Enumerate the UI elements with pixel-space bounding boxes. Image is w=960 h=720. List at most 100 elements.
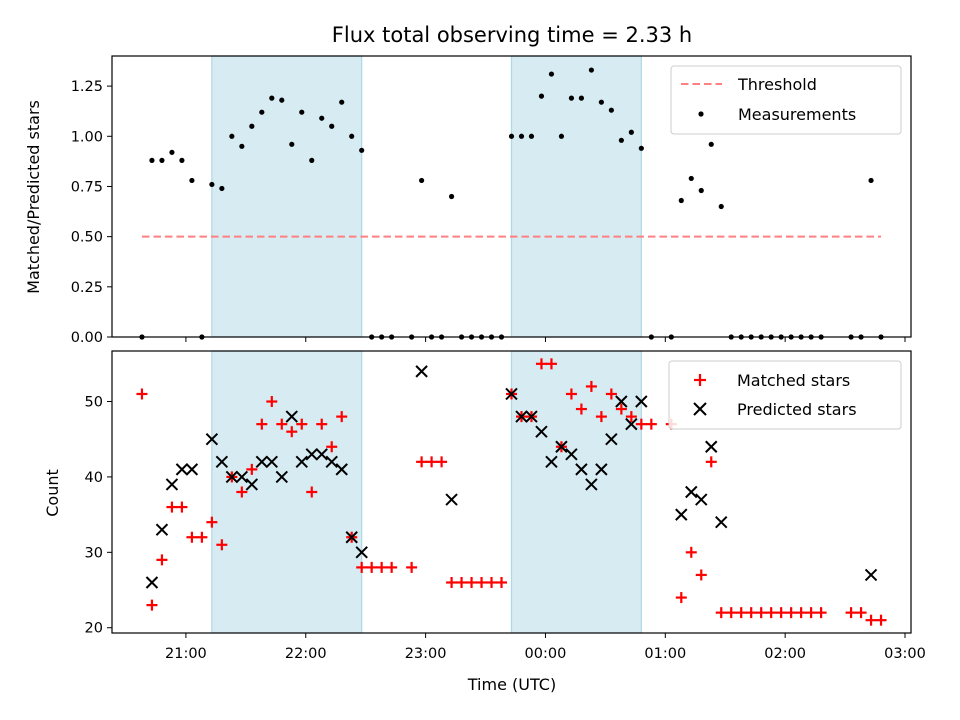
predicted-star-point xyxy=(185,463,199,476)
predicted-star-point xyxy=(864,568,878,582)
measurement-point xyxy=(319,115,325,121)
matched-star-point xyxy=(735,607,747,619)
measurement-point xyxy=(259,109,265,115)
matched-star-point xyxy=(406,561,418,573)
bottom-shaded-intervals xyxy=(211,350,642,634)
measurement-point xyxy=(219,185,225,192)
matched-star-point xyxy=(176,501,188,513)
matched-star-point xyxy=(545,358,557,370)
measurement-point xyxy=(558,133,565,139)
matched-star-point xyxy=(446,576,458,588)
predicted-star-marker-b xyxy=(295,455,308,469)
top-y-ticks: 0.00 0.25 0.50 0.75 1.00 1.25 xyxy=(71,79,112,346)
measurement-point xyxy=(718,203,724,210)
matched-star-point xyxy=(236,486,248,498)
matched-star-point xyxy=(216,539,228,551)
matched-star-point xyxy=(535,358,547,370)
measurement-point xyxy=(708,141,714,147)
matched-star-point xyxy=(196,531,208,543)
bottom-axes-frame xyxy=(111,350,912,634)
predicted-star-marker-b xyxy=(864,568,878,582)
predicted-star-marker-b xyxy=(515,410,528,423)
measurement-point xyxy=(239,143,245,149)
predicted-star-marker-b xyxy=(615,395,628,408)
predicted-star-marker-b xyxy=(145,576,159,589)
bottom-shaded-band xyxy=(211,350,363,634)
predicted-star-marker-b xyxy=(155,523,169,536)
predicted-star-marker-b xyxy=(535,425,548,438)
top-y-tick-label: 0.50 xyxy=(71,230,103,246)
predicted-star-point xyxy=(345,531,358,544)
legend-threshold-label: Threshold xyxy=(737,75,817,94)
top-y-tick-label: 0.75 xyxy=(71,179,103,195)
predicted-star-point xyxy=(505,387,518,401)
predicted-star-point xyxy=(555,440,568,453)
predicted-star-point xyxy=(715,515,728,529)
predicted-star-point xyxy=(605,433,618,446)
measurement-point xyxy=(618,137,624,143)
predicted-star-point xyxy=(415,365,428,378)
predicted-star-point xyxy=(675,508,688,521)
matched-star-point xyxy=(326,441,338,453)
matched-star-point xyxy=(356,561,368,573)
matched-star-point xyxy=(625,411,637,423)
matched-star-point xyxy=(765,607,777,619)
matched-star-point xyxy=(785,607,797,619)
legend-measurements-label: Measurements xyxy=(738,105,856,124)
predicted-star-point xyxy=(695,493,708,506)
matched-star-point xyxy=(186,531,198,543)
predicted-star-marker-b xyxy=(205,433,219,446)
measurement-point xyxy=(419,177,425,184)
matched-star-point xyxy=(605,388,617,400)
measurement-point xyxy=(209,181,215,188)
measurement-point xyxy=(269,95,275,101)
top-legend: Threshold Measurements xyxy=(670,65,902,135)
matched-star-point xyxy=(366,561,378,573)
top-y-tick-label: 1.00 xyxy=(71,129,103,145)
top-shaded-band xyxy=(510,55,642,338)
predicted-star-marker-b xyxy=(175,463,189,476)
predicted-star-marker-b xyxy=(505,387,518,401)
measurement-point xyxy=(598,99,604,105)
measurement-point xyxy=(508,133,515,139)
predicted-star-point xyxy=(245,478,259,491)
predicted-star-marker-b xyxy=(525,410,538,423)
predicted-star-point xyxy=(545,455,558,469)
predicted-star-marker-b xyxy=(575,463,588,476)
top-y-tick-label: 0.25 xyxy=(71,280,103,296)
predicted-star-point xyxy=(565,448,578,461)
predicted-star-point xyxy=(305,448,318,461)
measurement-point xyxy=(279,97,285,103)
matched-star-point xyxy=(745,607,757,619)
measurement-point xyxy=(329,123,335,129)
predicted-star-marker-b xyxy=(335,463,348,476)
matched-star-point xyxy=(386,561,398,573)
matched-star-point xyxy=(695,569,707,581)
measurement-point xyxy=(578,95,585,101)
matched-star-point xyxy=(276,418,288,430)
matched-star-point xyxy=(166,501,178,513)
matched-star-point xyxy=(496,576,508,588)
predicted-star-point xyxy=(295,455,308,469)
matched-star-point xyxy=(635,418,647,430)
measurement-point xyxy=(568,95,575,101)
predicted-star-point xyxy=(275,470,288,484)
measurement-point xyxy=(698,187,704,194)
legend-predicted-swatch xyxy=(693,402,707,416)
matched-star-point xyxy=(615,403,627,415)
predicted-star-marker-b xyxy=(165,478,179,491)
predicted-star-marker-b xyxy=(265,455,279,469)
matched-star-point xyxy=(426,456,438,468)
measurement-point xyxy=(289,141,295,147)
top-y-tick-label: 1.25 xyxy=(71,79,103,95)
top-y-axis-label: Matched/Predicted stars xyxy=(24,100,43,294)
measurement-point xyxy=(149,157,155,163)
predicted-star-marker-b xyxy=(715,515,728,529)
predicted-star-marker-b xyxy=(695,493,708,506)
predicted-star-point xyxy=(315,448,328,461)
matched-star-point xyxy=(565,388,577,400)
measurement-point xyxy=(678,197,684,204)
predicted-star-marker-b xyxy=(635,395,648,408)
bottom-x-ticks: 21:00 22:00 23:00 00:00 01:00 02:00 03:00 xyxy=(165,633,926,662)
predicted-star-point xyxy=(535,425,548,438)
